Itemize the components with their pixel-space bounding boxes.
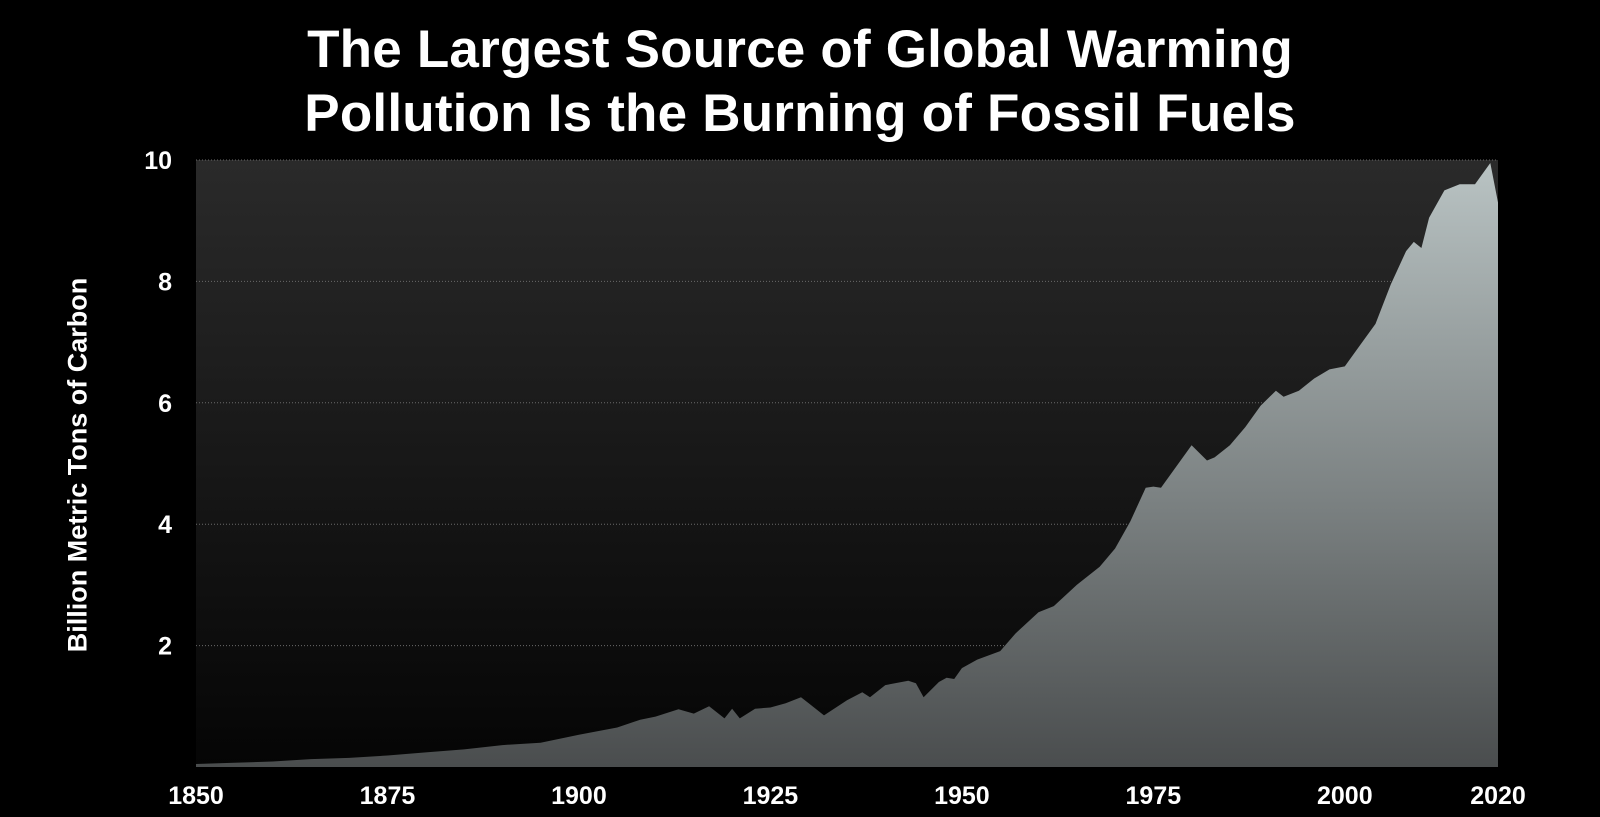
y-tick-label-10: 10 [144,147,172,175]
chart-title-line-1: The Largest Source of Global Warming [307,20,1293,79]
x-tick-label-2020: 2020 [1470,782,1526,810]
x-tick-label-1900: 1900 [551,782,607,810]
chart-title: The Largest Source of Global Warming Pol… [0,18,1600,146]
gridlines [196,159,1498,647]
x-axis-ticks: 1850 1875 1900 1925 1950 1975 2000 2020 [168,782,1526,810]
y-tick-label-8: 8 [158,268,172,296]
y-tick-label-2: 2 [158,633,172,661]
x-tick-label-2000: 2000 [1317,782,1373,810]
emissions-area-series [196,163,1498,767]
x-tick-label-1950: 1950 [934,782,990,810]
x-tick-label-1975: 1975 [1126,782,1182,810]
y-tick-label-4: 4 [158,511,172,539]
x-tick-label-1925: 1925 [743,782,799,810]
y-tick-label-6: 6 [158,390,172,418]
y-axis-ticks: 2 4 6 8 10 [144,147,172,661]
x-tick-label-1850: 1850 [168,782,224,810]
chart-title-line-2: Pollution Is the Burning of Fossil Fuels [304,84,1296,143]
x-tick-label-1875: 1875 [360,782,416,810]
